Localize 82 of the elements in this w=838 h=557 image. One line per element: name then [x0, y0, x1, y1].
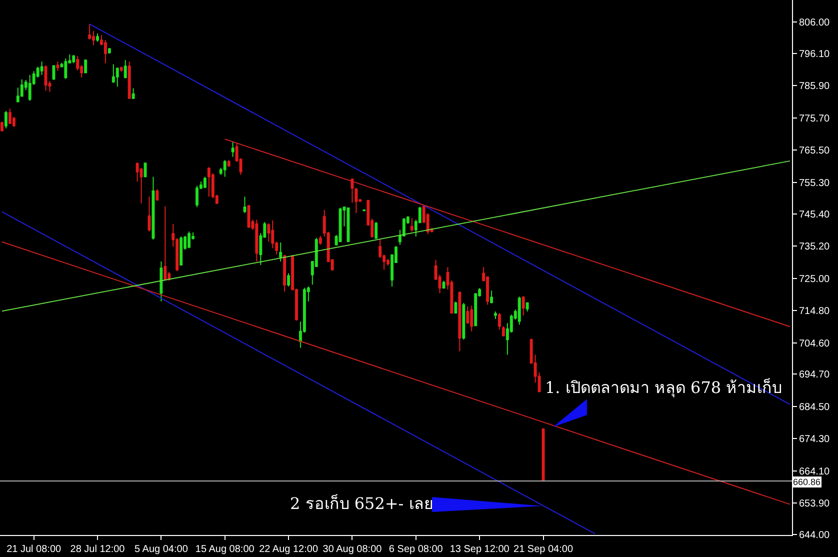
y-tick-label: 725.00 — [799, 274, 830, 285]
candlestick — [108, 48, 111, 54]
candlestick — [160, 260, 163, 302]
candlestick — [227, 159, 230, 168]
y-tick-label: 735.20 — [799, 242, 830, 252]
candlestick — [231, 141, 234, 158]
x-tick-label: 30 Aug 08:00 — [322, 544, 382, 555]
candlestick — [132, 88, 135, 100]
candlestick — [96, 33, 99, 42]
candlestick — [64, 58, 68, 80]
y-tick-label: 674.30 — [799, 434, 830, 446]
candlestick — [498, 312, 501, 330]
candlestick — [116, 67, 119, 88]
candlestick — [522, 295, 525, 316]
candlestick — [518, 296, 521, 326]
candlestick — [180, 236, 183, 266]
ref-line-label: 660.86 — [793, 477, 821, 487]
candlestick — [203, 176, 206, 189]
x-tick-label: 13 Sep 12:00 — [450, 544, 510, 555]
candlestick — [40, 61, 44, 76]
annotation: 2 รอเก็บ 652+- เลย — [290, 493, 433, 513]
candlestick — [0, 121, 4, 132]
candlestick — [164, 206, 167, 280]
candlestick — [72, 54, 76, 64]
candlestick — [410, 218, 414, 232]
y-tick-label: 745.40 — [799, 209, 830, 220]
y-tick-label: 653.90 — [799, 498, 830, 510]
candlestick — [196, 185, 198, 208]
y-tick-label: 775.70 — [799, 113, 830, 124]
y-tick-label: 765.50 — [799, 146, 830, 157]
candlestick — [44, 64, 48, 92]
candlestick — [287, 272, 290, 287]
candlestick — [502, 326, 505, 337]
x-tick-label: 21 Sep 04:00 — [514, 544, 574, 555]
y-tick-label: 714.80 — [799, 306, 830, 317]
candlestick — [188, 230, 191, 249]
candlestick — [283, 254, 286, 292]
candlestick — [223, 159, 226, 178]
candlestick — [462, 302, 466, 340]
candlestick — [56, 61, 60, 72]
candlestick — [490, 290, 493, 304]
candlestick — [148, 196, 151, 232]
y-tick-label: 785.90 — [799, 81, 830, 92]
candlestick — [124, 60, 127, 79]
candlestick — [152, 176, 155, 240]
candlestick — [470, 305, 474, 332]
candlestick — [255, 219, 258, 262]
candlestick — [279, 242, 282, 262]
x-tick-label: 22 Aug 12:00 — [259, 544, 318, 555]
candlestick — [454, 301, 458, 314]
candlestick — [526, 302, 529, 312]
x-tick-label: 21 Jul 08:00 — [6, 544, 62, 555]
y-tick-label: 704.60 — [799, 338, 830, 350]
candlestick — [207, 166, 210, 198]
candlestick — [8, 108, 12, 124]
candlestick — [494, 310, 497, 320]
candlestick — [338, 207, 342, 242]
candlestick — [354, 187, 358, 214]
candlestick — [120, 66, 123, 72]
candlestick — [386, 258, 390, 266]
candlestick — [374, 221, 378, 240]
y-tick-label: 684.50 — [799, 402, 830, 413]
y-tick-label: 694.70 — [799, 370, 830, 381]
candlestick — [84, 58, 88, 74]
y-tick-label: 664.10 — [799, 466, 830, 478]
candlestick — [156, 188, 159, 202]
candlestick — [318, 235, 322, 246]
candlestick — [243, 196, 246, 214]
candlestick — [4, 110, 8, 129]
candlestick — [128, 61, 131, 100]
y-tick-label: 796.10 — [799, 48, 830, 60]
candlestick — [112, 64, 115, 84]
y-tick-label: 644.00 — [799, 530, 830, 541]
x-tick-label: 6 Sep 08:00 — [388, 544, 444, 555]
candlestick — [458, 291, 462, 352]
candlestick — [350, 178, 354, 204]
x-tick-label: 28 Jul 12:00 — [70, 544, 126, 555]
x-tick-label: 15 Aug 08:00 — [195, 544, 255, 555]
x-tick-label: 5 Aug 04:00 — [134, 544, 188, 555]
candlestick — [28, 74, 32, 102]
y-tick-label: 755.30 — [799, 178, 830, 189]
y-tick-label: 806.00 — [799, 18, 830, 29]
